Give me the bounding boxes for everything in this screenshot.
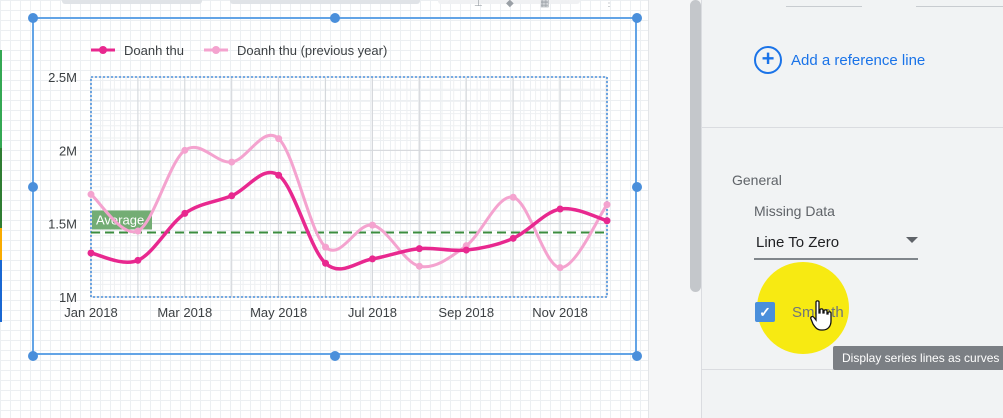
data-point (181, 209, 189, 217)
data-point (368, 221, 376, 229)
x-tick-label: Sep 2018 (438, 305, 494, 320)
toolbar-chip (230, 0, 420, 4)
x-tick-label: Jan 2018 (64, 305, 118, 320)
smooth-checkbox[interactable]: ✓ (755, 302, 775, 322)
caret-down-icon (906, 237, 918, 243)
resize-handle[interactable] (330, 351, 340, 361)
resize-handle[interactable] (632, 351, 642, 361)
field-underline (786, 6, 862, 7)
data-point (368, 255, 376, 263)
y-tick-label: 1.5M (48, 217, 77, 232)
series-line (89, 134, 609, 270)
data-point (228, 192, 236, 200)
drill-icon[interactable]: ◆ (506, 0, 514, 9)
add-reference-line-button[interactable]: + Add a reference line (754, 46, 925, 74)
missing-data-value: Line To Zero (756, 234, 840, 251)
data-point (181, 146, 189, 154)
resize-handle[interactable] (330, 13, 340, 23)
data-point (322, 243, 330, 251)
x-tick-label: May 2018 (250, 305, 307, 320)
general-section-title: General (732, 172, 782, 188)
data-point (603, 217, 611, 225)
data-point (134, 256, 142, 264)
data-point (87, 190, 95, 198)
missing-data-label: Missing Data (754, 203, 835, 219)
chart-color-strip (0, 148, 2, 228)
x-tick-label: Jul 2018 (348, 305, 397, 320)
legend-label: Doanh thu (previous year) (237, 43, 387, 58)
data-point (275, 135, 283, 143)
scrollbar[interactable] (690, 0, 701, 292)
data-point (87, 249, 95, 257)
data-point (322, 259, 330, 267)
toolbar-chip (62, 0, 202, 4)
resize-handle[interactable] (28, 182, 38, 192)
y-tick-label: 2.5M (48, 70, 77, 85)
missing-data-select[interactable]: Line To Zero (754, 228, 918, 260)
chart-color-strip (0, 50, 2, 148)
data-point (415, 262, 423, 270)
chart-color-strip (0, 228, 2, 260)
resize-handle[interactable] (632, 13, 642, 23)
smooth-tooltip: Display series lines as curves (833, 346, 1003, 370)
data-point (556, 205, 564, 213)
y-tick-label: 2M (59, 143, 77, 158)
data-point (509, 193, 517, 201)
field-underline (916, 6, 1003, 7)
add-reference-line-label: Add a reference line (791, 51, 926, 69)
table-icon[interactable]: ▦ (540, 0, 550, 9)
x-tick-label: Mar 2018 (157, 305, 212, 320)
chart-color-strip (0, 260, 2, 322)
reference-line-badge (92, 210, 152, 230)
toolbar-chip (438, 0, 580, 4)
reference-line-label: Average (96, 212, 144, 227)
resize-handle[interactable] (28, 351, 38, 361)
data-point (415, 245, 423, 253)
resize-handle[interactable] (28, 13, 38, 23)
pin-icon[interactable]: ⊥ (474, 0, 483, 9)
resize-handle[interactable] (632, 182, 642, 192)
data-point (509, 234, 517, 242)
legend-swatch-dot (99, 46, 107, 54)
legend-swatch-dot (212, 46, 220, 54)
more-icon[interactable]: ⋮ (604, 0, 614, 9)
plot-selection-box (90, 76, 608, 298)
y-tick-label: 1M (59, 290, 77, 305)
plus-circle-icon: + (754, 46, 782, 74)
divider (702, 127, 1003, 128)
x-tick-label: Nov 2018 (532, 305, 588, 320)
data-point (556, 264, 564, 272)
report-canvas: ⊥ ◆ ▦ ⋮ 1M 1.5M 2M 2.5M Jan 2018 Mar 2018 May … (0, 0, 648, 418)
data-point (462, 246, 470, 254)
data-point (603, 201, 611, 209)
legend-label: Doanh thu (124, 43, 184, 58)
data-point (275, 171, 283, 179)
chart-plot: 1M 1.5M 2M 2.5M Jan 2018 Mar 2018 May 2018 Jul … (48, 43, 611, 320)
data-point (134, 227, 142, 235)
hand-pointer-icon (810, 300, 832, 331)
data-point (228, 158, 236, 166)
